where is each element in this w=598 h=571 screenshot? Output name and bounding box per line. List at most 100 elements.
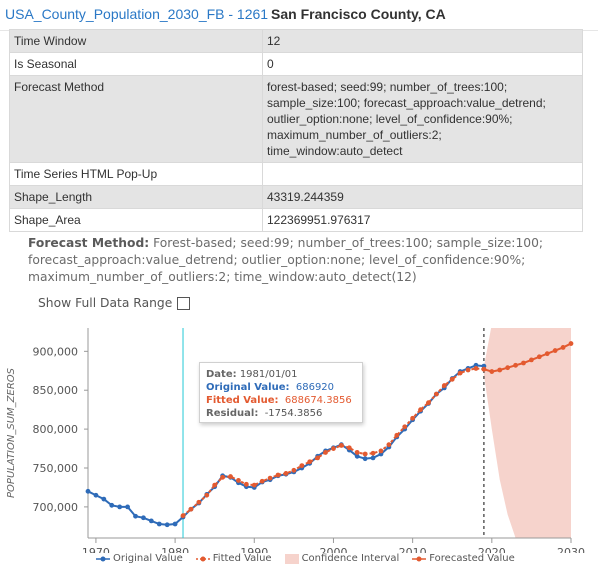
layer-name-link[interactable]: USA_County_Population_2030_FB - 1261 [5,6,269,22]
original-value-point [156,521,162,527]
tooltip-date-value: 1981/01/01 [239,369,298,380]
x-tick-label: 2010 [399,546,427,553]
fitted-value-point [338,443,344,448]
x-tick-label: 1980 [161,546,189,553]
x-tick-label: 2000 [319,546,347,553]
original-value-point [141,515,146,521]
forecasted-value-point [529,357,534,363]
forecasted-value-point [552,348,558,353]
original-value-point [354,453,360,459]
fitted-value-point [236,478,241,483]
forecasted-value-point [544,351,550,357]
original-value-point [125,504,130,510]
attribute-row: Shape_Area 122369951.976317 [9,208,583,232]
forecasted-value-point [568,341,574,346]
attribute-value: 12 [262,29,583,53]
attribute-key: Shape_Length [9,185,263,209]
fitted-value-point [259,478,265,484]
chart-tooltip: Date: 1981/01/01 Original Value: 686920 … [199,362,363,423]
fitted-value-point [180,513,186,519]
x-tick-label: 2020 [478,546,506,553]
fitted-value-point [362,451,368,457]
full-data-range-label: Show Full Data Range [38,296,173,310]
full-data-range-checkbox[interactable] [177,296,191,310]
legend-item-confidence[interactable]: Confidence Interval [284,553,399,564]
y-tick-label: 800,000 [33,423,79,436]
tooltip-residual-value: -1754.3856 [264,408,323,419]
forecasted-value-point [513,362,518,368]
attribute-value: 122369951.976317 [262,208,583,232]
legend-item-forecast[interactable]: Forecasted Value [412,553,515,564]
fitted-value-point [457,370,463,376]
confidence-interval-area [483,328,571,538]
original-value-point [117,504,123,510]
fitted-value-point [315,455,321,461]
attribute-key: Forecast Method [9,75,263,163]
fitted-value-point [418,407,423,413]
forecasted-value-point [505,365,511,371]
forecast-line-marker-icon [412,556,427,561]
fitted-value-point [465,367,471,373]
time-series-chart[interactable]: 700,000 750,000 800,000 850,000 900,000 1970 1… [0,318,598,553]
legend-item-fitted[interactable]: Fitted Value [195,553,272,564]
forecasted-value-point [481,366,487,372]
attribute-key: Shape_Area [9,208,263,232]
original-value-point [172,521,178,527]
fitted-value-point [473,366,479,371]
fitted-value-point [346,445,352,451]
attribute-value: 43319.244359 [262,185,583,209]
forecast-method-description: Forecast Method: Forest-based; seed:99; … [28,235,588,286]
fitted-value-point [283,471,289,476]
fitted-line-marker-icon [195,556,210,561]
fitted-value-point [228,474,233,479]
fitted-value-point [243,481,249,487]
fitted-value-point [441,383,447,388]
original-value-point [109,502,115,508]
fitted-value-point [449,376,455,382]
legend-forecast-label: Forecasted Value [429,553,515,564]
forecast-method-label: Forecast Method: [28,236,150,250]
fitted-value-point [410,415,416,421]
fitted-value-point [402,424,408,430]
feature-title: San Francisco County, CA [271,6,446,22]
attribute-row: Is Seasonal 0 [9,52,583,76]
legend-original-label: Original Value [113,553,183,564]
x-tick-label: 1990 [240,546,268,553]
fitted-value-point [251,482,257,488]
forecast-method-value: Forest-based; seed:99; number_of_trees:1… [28,236,544,284]
chart-legend: Original Value Fitted Value Confidence I… [96,553,528,564]
original-value-point [370,455,376,461]
attribute-row: Forecast Method forest-based; seed:99; nu… [9,75,583,163]
y-tick-label: 900,000 [33,345,79,358]
original-value-point [362,456,368,462]
fitted-value-point [220,474,226,480]
fitted-value-point [354,450,360,455]
forecasted-value-point [521,360,526,366]
popup-header: USA_County_Population_2030_FB - 1261 San… [0,0,598,31]
fitted-value-point [378,448,384,454]
original-value-point [164,522,170,528]
fitted-value-point [188,506,194,512]
attribute-key: Time Window [9,29,263,53]
fitted-value-point [433,391,439,397]
original-value-point [133,513,138,519]
tooltip-fitted-label: Fitted Value: [206,395,279,406]
fitted-value-point [196,499,202,505]
tooltip-residual-label: Residual: [206,408,259,419]
y-tick-label: 700,000 [33,501,79,514]
fitted-value-point [331,446,336,451]
full-data-range-toggle[interactable]: Show Full Data Range [38,296,191,310]
x-tick-label: 2030 [557,546,585,553]
legend-item-original[interactable]: Original Value [96,553,183,564]
legend-fitted-label: Fitted Value [212,553,272,564]
original-value-point [85,488,91,494]
confidence-swatch-icon [284,553,299,564]
fitted-value-point [212,482,218,488]
attribute-value: 0 [262,52,583,76]
attribute-key: Time Series HTML Pop-Up [9,162,263,186]
fitted-value-point [307,459,313,465]
forecasted-value-point [489,369,495,374]
attribute-row: Time Series HTML Pop-Up [9,162,583,186]
fitted-value-point [267,475,273,481]
tooltip-original-label: Original Value: [206,382,290,393]
